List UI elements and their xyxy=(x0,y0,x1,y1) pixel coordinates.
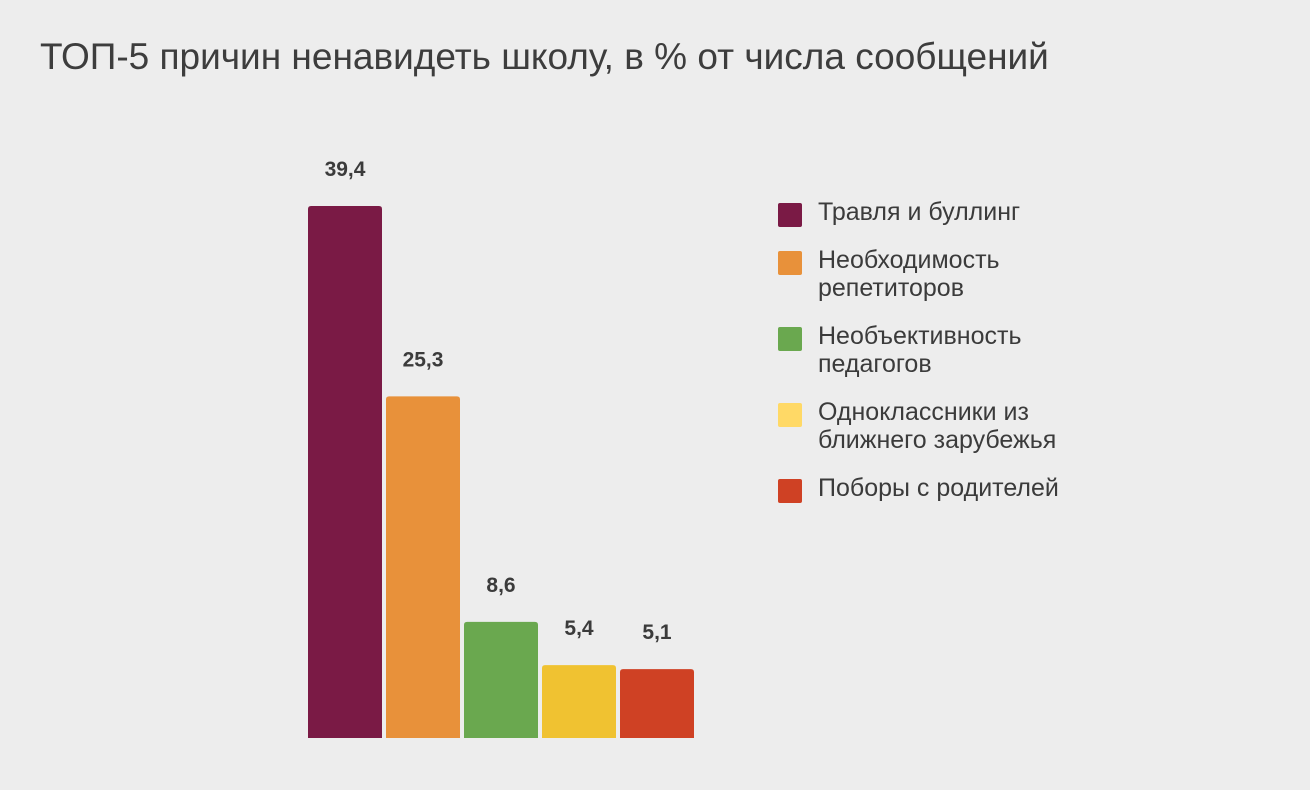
bar xyxy=(542,665,616,738)
legend-item: Травля и буллинг xyxy=(778,198,1138,227)
chart-title: ТОП-5 причин ненавидеть школу, в % от чи… xyxy=(40,36,1049,77)
bar xyxy=(308,206,382,738)
chart-legend: Травля и буллинг Необходимость репетиторо… xyxy=(778,198,1138,522)
bar-value-label: 8,6 xyxy=(486,574,515,597)
legend-label: Одноклассники из ближнего зарубежья xyxy=(818,398,1057,454)
legend-swatch xyxy=(778,203,802,227)
bar-value-label: 5,1 xyxy=(642,621,672,644)
bar-value-label: 25,3 xyxy=(403,348,444,371)
legend-swatch xyxy=(778,251,802,275)
bar xyxy=(464,621,538,738)
legend-item: Одноклассники из ближнего зарубежья xyxy=(778,398,1138,454)
legend-item: Поборы с родителей xyxy=(778,474,1138,503)
bar xyxy=(386,396,460,738)
bar-value-label: 5,4 xyxy=(564,617,594,640)
legend-swatch xyxy=(778,327,802,351)
legend-label: Поборы с родителей xyxy=(818,474,1059,502)
legend-label: Необходимость репетиторов xyxy=(818,246,1000,302)
legend-swatch xyxy=(778,403,802,427)
legend-item: Необъективность педагогов xyxy=(778,322,1138,378)
legend-swatch xyxy=(778,479,802,503)
legend-label: Необъективность педагогов xyxy=(818,322,1022,378)
bar-value-label: 39,4 xyxy=(325,158,366,181)
legend-label: Травля и буллинг xyxy=(818,198,1021,226)
bar xyxy=(620,669,694,738)
legend-item: Необходимость репетиторов xyxy=(778,246,1138,302)
